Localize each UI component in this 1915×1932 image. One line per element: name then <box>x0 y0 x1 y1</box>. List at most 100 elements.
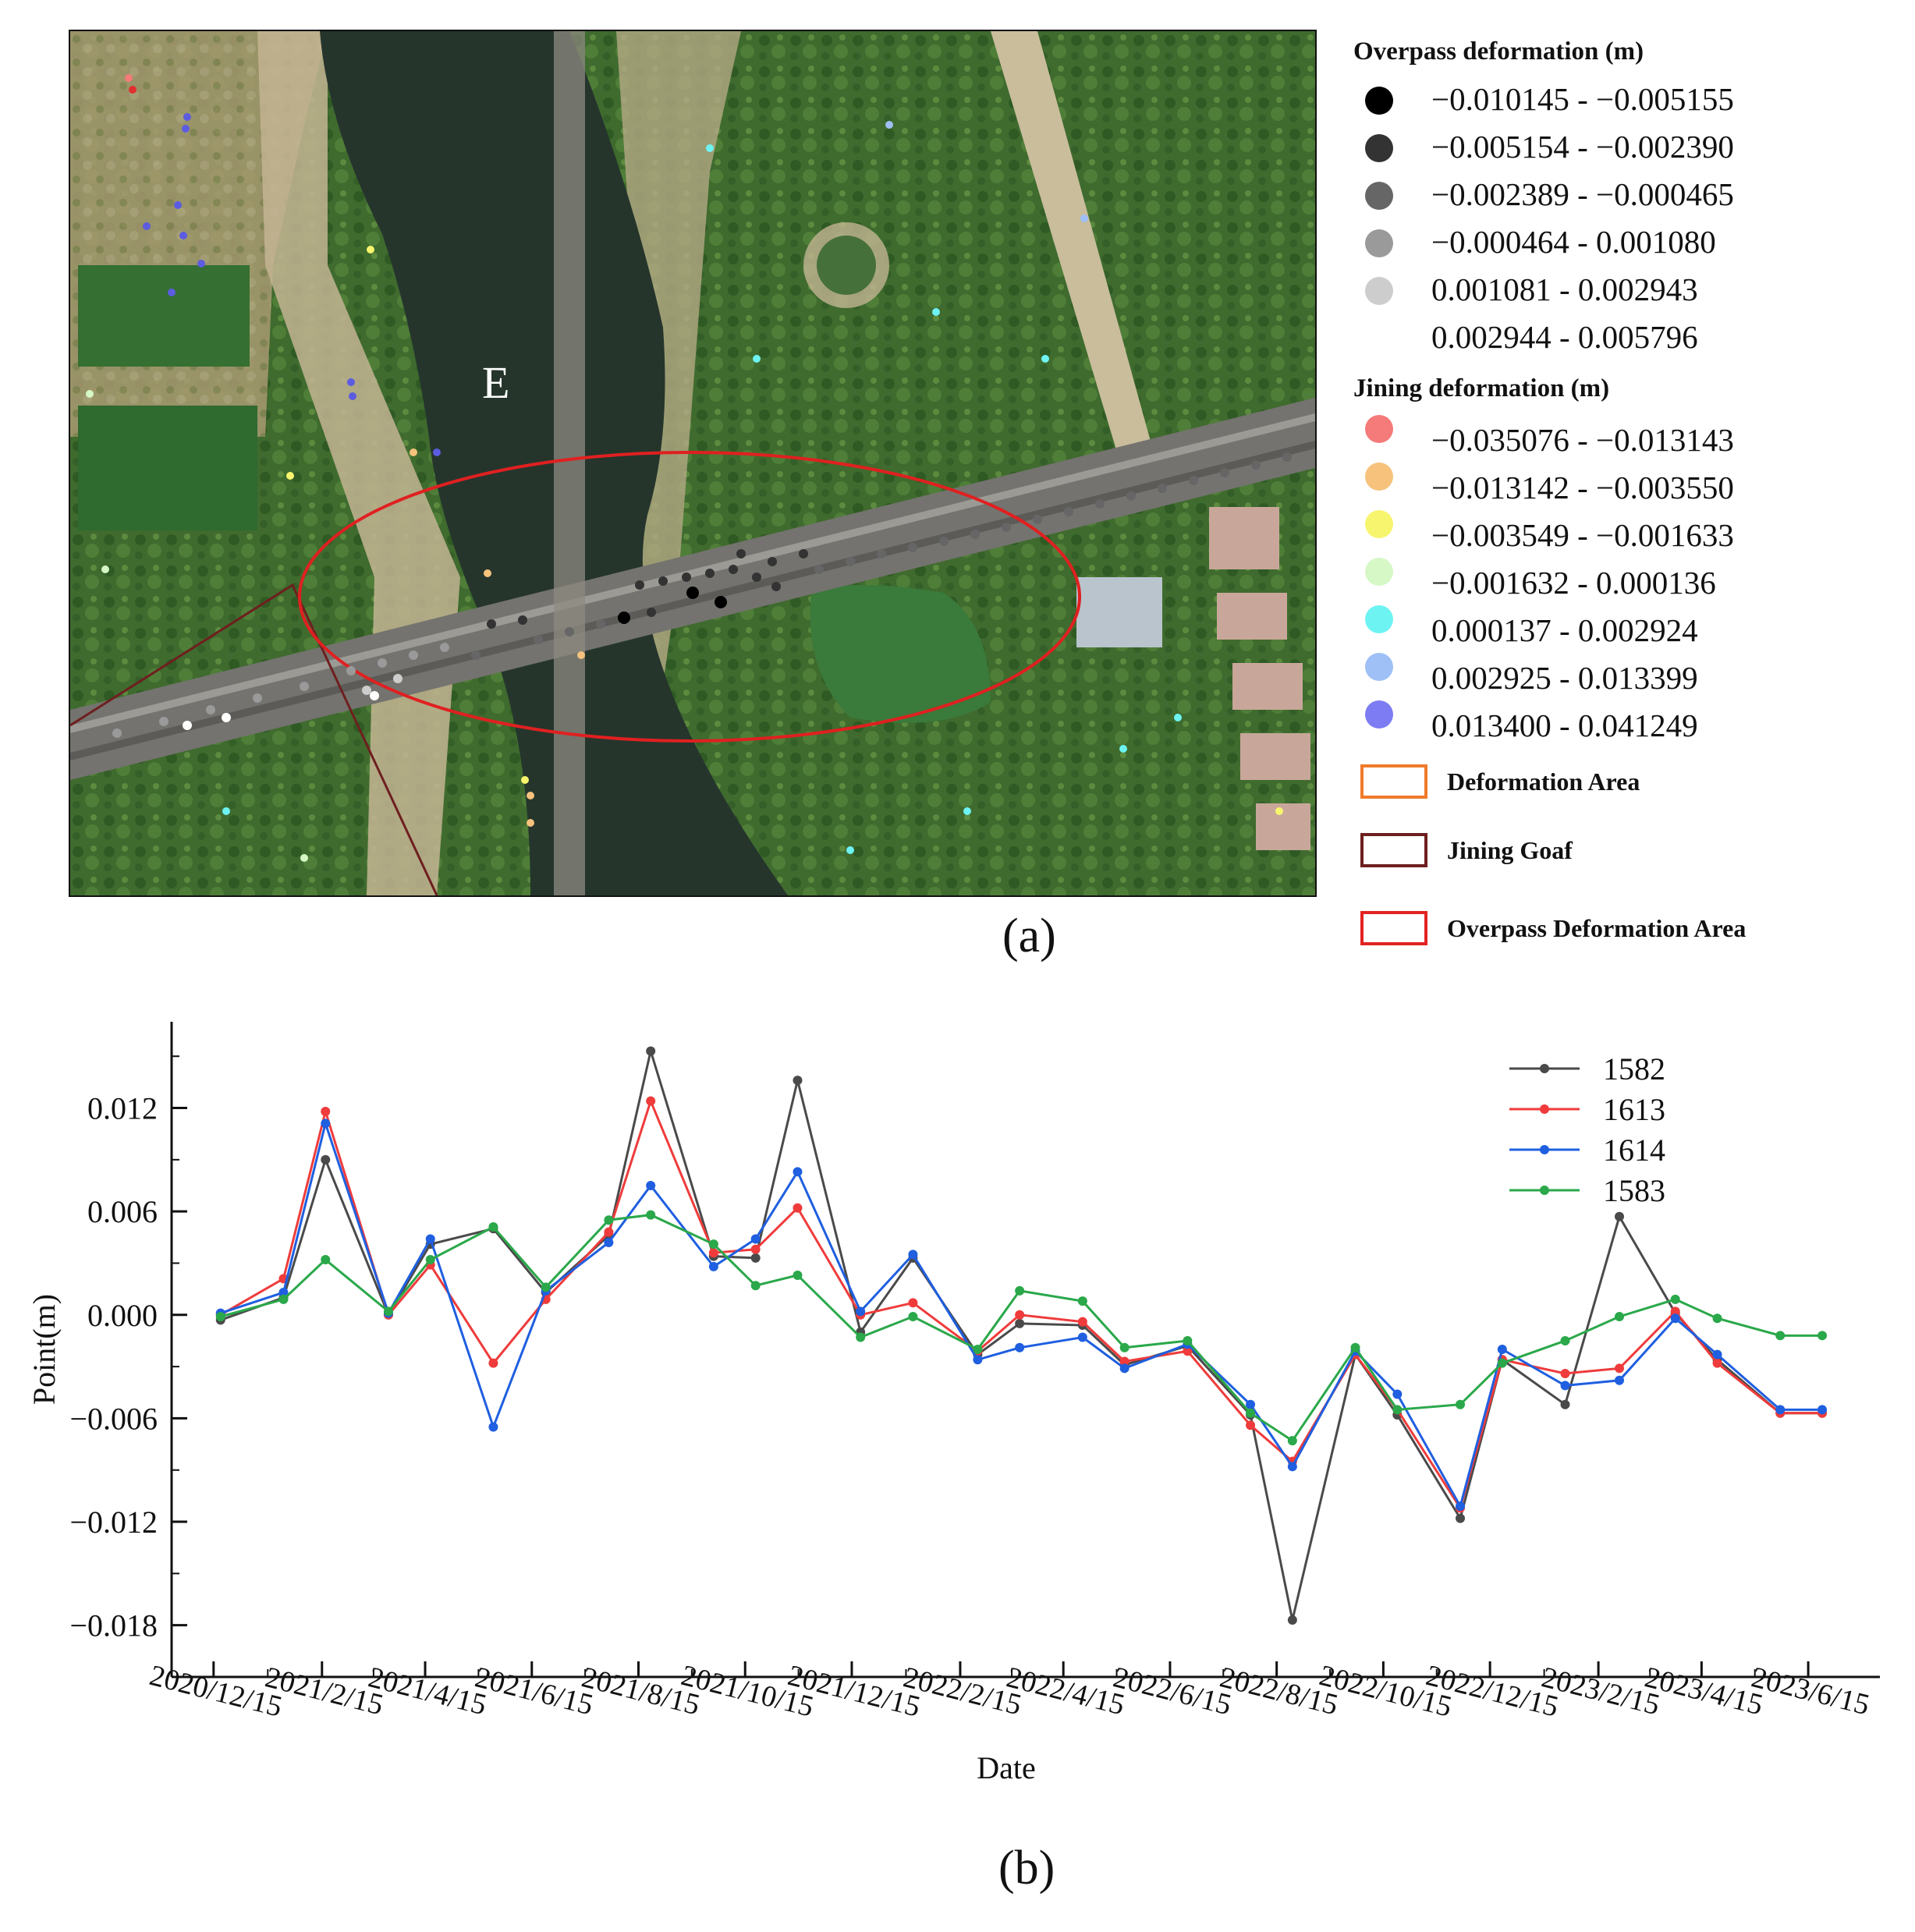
data-point-1583 <box>793 1270 803 1280</box>
y-tick-label: −0.006 <box>69 1401 158 1436</box>
x-tick-label: 2021/4/15 <box>365 1661 490 1721</box>
y-tick-label: −0.012 <box>69 1505 158 1540</box>
data-point-1614 <box>973 1355 983 1365</box>
legend-dot-icon <box>1365 134 1393 162</box>
overpass-legend-item: 0.001081 - 0.002943 <box>1353 271 1899 314</box>
legend-label: −0.005154 - −0.002390 <box>1431 129 1734 165</box>
caption-a: (a) <box>1002 909 1056 962</box>
legend-box-icon <box>1360 911 1427 945</box>
legend-label: Jining Goaf <box>1447 836 1573 864</box>
legend-label-1583: 1583 <box>1603 1173 1665 1208</box>
data-point-1614 <box>278 1288 289 1298</box>
y-axis-label: Point(m) <box>27 1294 62 1405</box>
data-point-1583 <box>1670 1294 1680 1304</box>
legend-label-1582: 1582 <box>1603 1051 1665 1087</box>
data-point-1583 <box>604 1215 614 1225</box>
data-point-1614 <box>321 1118 331 1129</box>
data-point-1582 <box>750 1253 761 1263</box>
overpass-legend-title: Overpass deformation (m) <box>1353 37 1644 66</box>
data-point-1614 <box>1670 1313 1680 1324</box>
data-point-1583 <box>278 1294 289 1304</box>
data-point-1613 <box>1560 1368 1570 1378</box>
data-point-1614 <box>793 1167 803 1177</box>
data-point-1582 <box>1456 1513 1466 1523</box>
data-point-1614 <box>1775 1405 1786 1415</box>
data-point-1613 <box>1615 1363 1625 1374</box>
data-point-1583 <box>1456 1399 1466 1409</box>
data-point-1583 <box>908 1312 918 1321</box>
legend-label: 0.002925 - 0.013399 <box>1431 660 1698 696</box>
data-point-1582 <box>1015 1318 1025 1328</box>
legend-label: Overpass Deformation Area <box>1447 914 1747 942</box>
jining-legend-item: −0.035076 - −0.013143 <box>1353 415 1899 465</box>
legend-label: −0.013142 - −0.003550 <box>1431 470 1734 505</box>
x-axis-label: Date <box>977 1750 1036 1785</box>
series-line-1613 <box>220 1097 1823 1511</box>
x-tick-label: 2022/4/15 <box>1003 1661 1128 1721</box>
data-point-1614 <box>1246 1399 1256 1409</box>
y-tick-label: −0.018 <box>69 1608 158 1643</box>
data-point-1582 <box>1560 1399 1570 1409</box>
x-tick-label: 2021/6/15 <box>472 1661 597 1721</box>
jining-legend-item: −0.001632 - 0.000136 <box>1353 558 1899 608</box>
data-point-1614 <box>1560 1381 1570 1391</box>
overpass-legend-item: −0.000464 - 0.001080 <box>1353 223 1899 267</box>
data-point-1613 <box>604 1227 614 1237</box>
legend-label: −0.010145 - −0.005155 <box>1431 81 1734 117</box>
panel-a: E Overpass deformation (m) −0.010145 - −… <box>69 30 1899 962</box>
legend-label: −0.001632 - 0.000136 <box>1431 565 1716 601</box>
legend-dot-icon <box>1365 605 1393 633</box>
data-point-1614 <box>856 1306 866 1317</box>
legend-label: 0.002944 - 0.005796 <box>1431 319 1698 355</box>
data-point-1614 <box>1817 1405 1828 1415</box>
data-point-1583 <box>1392 1405 1403 1415</box>
data-point-1614 <box>1712 1349 1722 1359</box>
y-tick-label: 0.000 <box>87 1298 158 1333</box>
legend-marker-1614 <box>1540 1145 1549 1154</box>
data-point-1583 <box>1077 1296 1087 1306</box>
data-point-1582 <box>321 1154 331 1165</box>
legend-marker-1613 <box>1540 1104 1549 1114</box>
legend-dot-icon <box>1365 415 1393 443</box>
data-point-1583 <box>541 1282 551 1292</box>
data-point-1613 <box>793 1203 803 1213</box>
data-point-1582 <box>1287 1615 1297 1625</box>
data-point-1614 <box>425 1234 435 1244</box>
data-point-1583 <box>856 1332 866 1342</box>
data-point-1583 <box>1015 1285 1025 1296</box>
data-point-1583 <box>1615 1312 1625 1321</box>
data-point-1614 <box>1287 1462 1297 1472</box>
data-point-1613 <box>1712 1358 1722 1368</box>
data-point-1583 <box>1183 1335 1193 1345</box>
legend-marker-1582 <box>1540 1064 1549 1073</box>
legend-dot-icon <box>1365 510 1393 538</box>
map-image: E <box>70 31 1315 895</box>
data-point-1613 <box>750 1244 761 1254</box>
area-legend-item: Deformation Area <box>1353 764 1899 808</box>
data-point-1614 <box>1497 1345 1507 1354</box>
data-point-1583 <box>383 1306 393 1317</box>
y-tick-label: 0.012 <box>87 1091 158 1126</box>
data-point-1613 <box>488 1358 498 1368</box>
y-tick-label: 0.006 <box>87 1194 158 1229</box>
data-point-1583 <box>1246 1408 1256 1418</box>
data-point-1582 <box>1615 1211 1625 1221</box>
legend-dot-icon <box>1365 700 1393 728</box>
data-point-1613 <box>321 1106 331 1116</box>
overpass-legend-item: −0.002389 - −0.000465 <box>1353 175 1899 219</box>
data-point-1614 <box>750 1234 761 1244</box>
data-point-1614 <box>646 1181 656 1190</box>
data-point-1613 <box>1119 1356 1129 1367</box>
legend-dot-icon <box>1365 87 1393 115</box>
legend-box-icon <box>1360 764 1427 799</box>
jining-legend-item: 0.002925 - 0.013399 <box>1353 653 1899 703</box>
data-point-1614 <box>1615 1375 1625 1385</box>
data-point-1583 <box>1287 1436 1297 1446</box>
legend-dot-icon <box>1365 653 1393 681</box>
x-tick-label: 2023/6/15 <box>1748 1661 1873 1721</box>
data-point-1583 <box>1817 1331 1828 1341</box>
legend-label: −0.000464 - 0.001080 <box>1431 224 1716 260</box>
data-point-1583 <box>1350 1342 1360 1352</box>
data-point-1614 <box>1015 1342 1025 1352</box>
overpass-legend-item: −0.005154 - −0.002390 <box>1353 128 1899 172</box>
